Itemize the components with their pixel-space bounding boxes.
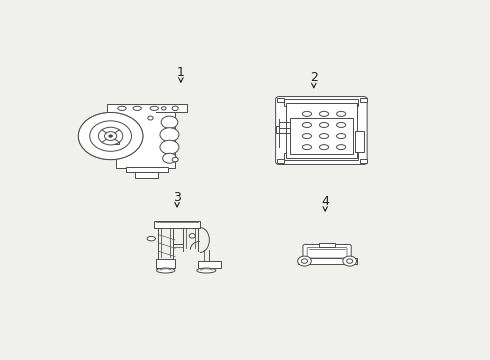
- Ellipse shape: [337, 134, 345, 139]
- Bar: [277, 98, 284, 102]
- Ellipse shape: [197, 268, 216, 273]
- Bar: [116, 112, 175, 168]
- Circle shape: [78, 112, 143, 159]
- Bar: [154, 221, 200, 228]
- Bar: [111, 112, 156, 159]
- Circle shape: [297, 256, 311, 266]
- Bar: [284, 153, 358, 160]
- Bar: [115, 136, 119, 144]
- Circle shape: [104, 132, 117, 140]
- Bar: [107, 104, 187, 112]
- Ellipse shape: [319, 145, 329, 150]
- Ellipse shape: [302, 145, 312, 150]
- Bar: [277, 159, 284, 163]
- Circle shape: [98, 127, 123, 145]
- Circle shape: [160, 140, 179, 154]
- Text: 2: 2: [310, 71, 318, 84]
- Circle shape: [160, 128, 179, 141]
- Bar: [156, 260, 175, 268]
- Ellipse shape: [337, 145, 345, 150]
- Ellipse shape: [319, 111, 329, 116]
- FancyBboxPatch shape: [275, 96, 367, 165]
- Circle shape: [301, 259, 308, 263]
- Bar: [360, 98, 367, 102]
- Circle shape: [346, 259, 353, 263]
- Circle shape: [161, 116, 178, 128]
- Ellipse shape: [302, 122, 312, 127]
- Ellipse shape: [118, 106, 126, 111]
- Bar: [360, 159, 367, 163]
- Circle shape: [163, 153, 176, 163]
- Bar: [198, 261, 220, 268]
- Circle shape: [172, 157, 178, 162]
- Ellipse shape: [189, 234, 196, 238]
- Ellipse shape: [150, 106, 158, 111]
- Text: 4: 4: [321, 195, 329, 208]
- Ellipse shape: [319, 134, 329, 139]
- Bar: [135, 172, 158, 177]
- Circle shape: [343, 256, 357, 266]
- Ellipse shape: [337, 122, 345, 127]
- Bar: [297, 258, 357, 264]
- Circle shape: [78, 112, 143, 159]
- Ellipse shape: [147, 237, 155, 241]
- FancyBboxPatch shape: [303, 244, 351, 261]
- Text: 3: 3: [173, 190, 181, 203]
- Ellipse shape: [337, 111, 345, 116]
- Circle shape: [90, 121, 131, 151]
- Circle shape: [108, 134, 113, 138]
- Ellipse shape: [302, 111, 312, 116]
- Circle shape: [148, 116, 153, 120]
- FancyBboxPatch shape: [307, 247, 347, 258]
- Bar: [286, 103, 357, 158]
- Ellipse shape: [157, 268, 175, 273]
- Ellipse shape: [319, 122, 329, 127]
- Bar: [126, 167, 168, 172]
- Bar: [355, 131, 364, 152]
- Ellipse shape: [302, 134, 312, 139]
- Circle shape: [162, 107, 166, 110]
- Bar: [319, 243, 335, 247]
- Bar: [290, 118, 353, 154]
- Bar: [284, 99, 358, 106]
- Ellipse shape: [133, 106, 142, 111]
- Text: 1: 1: [177, 66, 185, 79]
- Bar: [276, 126, 279, 133]
- Circle shape: [172, 106, 178, 111]
